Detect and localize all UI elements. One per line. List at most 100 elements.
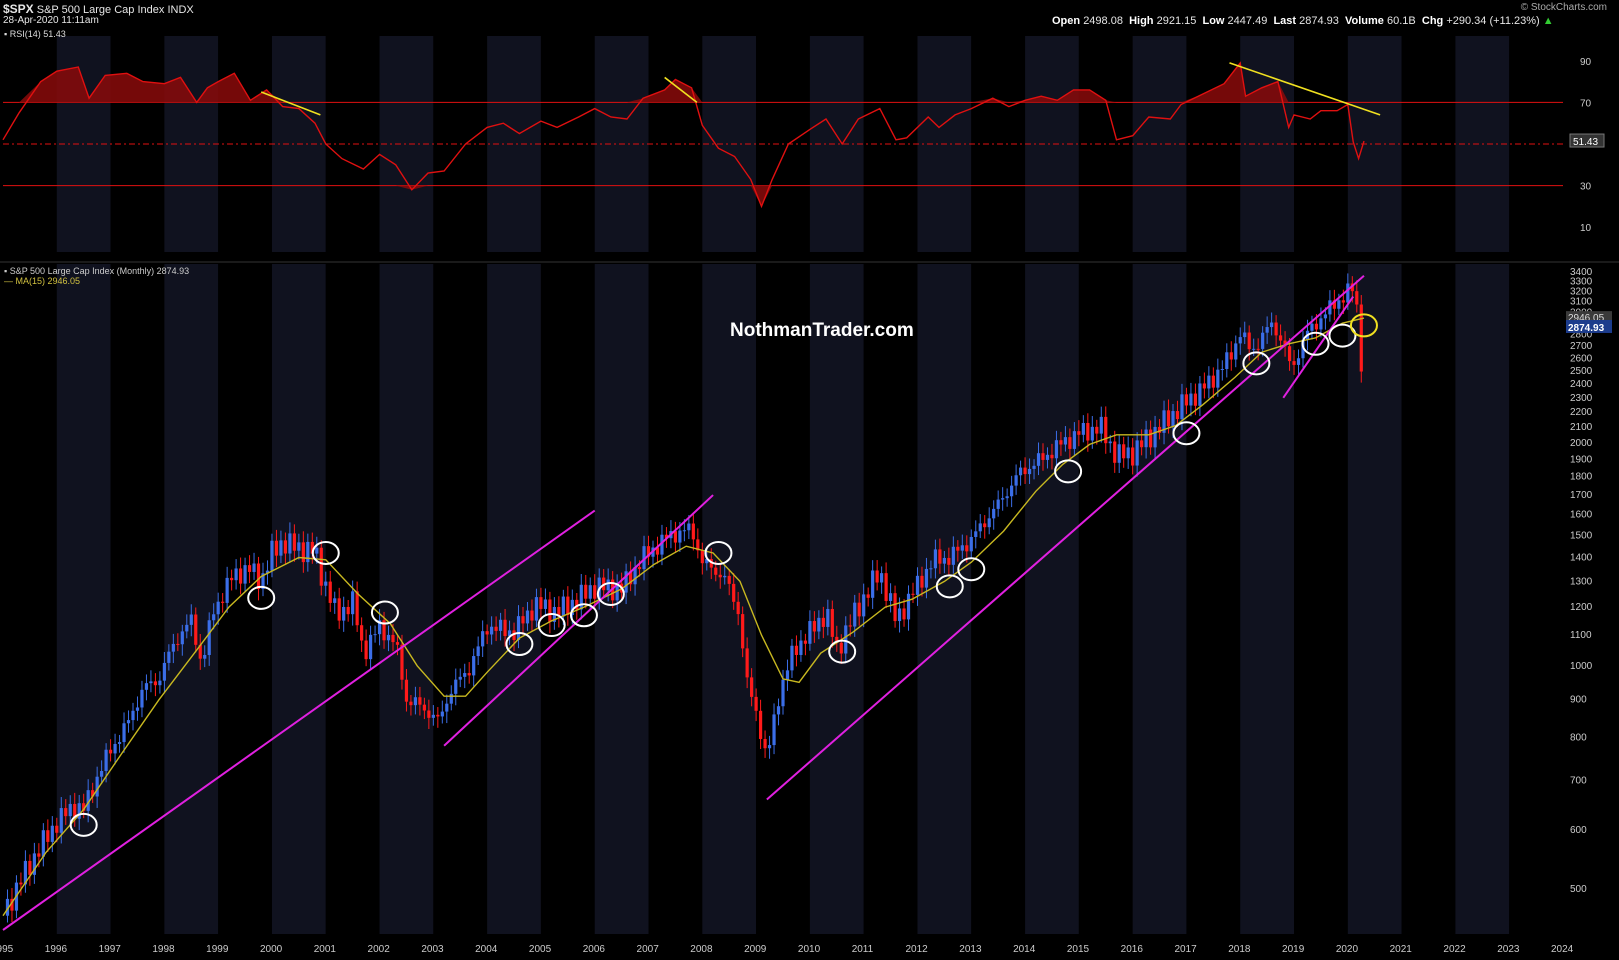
candle-body [808,621,812,644]
candle-body [1148,429,1153,448]
candle-body [745,648,749,678]
candle-body [646,546,651,557]
candle-body [288,533,292,554]
candle-body [158,680,162,686]
price-tick-label: 1900 [1570,454,1593,465]
highlight-circle [370,600,399,625]
rsi-overbought-fill [3,62,1364,103]
candle-body [1355,291,1359,305]
candle-body [64,808,68,817]
candle-body [1323,314,1328,319]
candle-body [265,570,270,574]
candle-body [938,549,942,564]
candle-body [458,676,462,680]
watermark: NothmanTrader.com [730,320,914,341]
year-band [487,264,541,934]
candle-body [230,577,234,581]
price-tick-label: 2500 [1570,366,1593,377]
year-band [56,264,111,934]
candle-body [279,540,283,556]
candle-body [951,546,955,565]
candle-body [960,545,964,551]
candle-body [615,583,619,601]
year-band [1078,264,1133,934]
candle-body [261,573,265,590]
candle-body [1131,447,1135,466]
candle-body [1010,485,1014,497]
candle-body [1005,496,1009,499]
price-tick-label: 2300 [1570,393,1593,404]
rsi-value-tag-bg [1569,133,1605,148]
candle-body [844,625,848,654]
candle-body [221,601,225,603]
year-band [1294,264,1348,934]
candle-body [445,703,449,712]
candle-body [149,681,153,684]
candle-body [1278,335,1283,341]
candle-body [252,563,256,572]
candle-body [131,710,135,721]
price-tick-label: 1500 [1570,530,1593,541]
candle-body [1296,358,1301,365]
candle-body [1126,447,1130,459]
candle-body [203,655,207,659]
candle-body [830,608,834,637]
candle-body [467,673,471,676]
candle-body [664,534,669,539]
candle-body [185,624,189,632]
candle-body [965,545,969,552]
candle-body [1099,416,1103,434]
candle-body [346,606,350,615]
candle-body [525,610,530,624]
year-tick-label: 2006 [583,944,606,955]
rsi-divergence-line [664,76,698,104]
candle-body [292,533,296,551]
candle-body [637,567,642,570]
candle-body [104,749,108,772]
last-value-tag: 2874.93 [1568,323,1605,334]
year-band [1509,264,1563,934]
candle-body [485,631,489,635]
year-tick-label: 2010 [798,944,821,955]
candle-body [301,542,305,563]
candle-body [933,549,938,569]
candle-body [1243,332,1247,338]
candle-body [463,673,467,677]
candle-body [1247,332,1251,350]
candle-body [817,617,821,632]
candle-body [270,540,274,571]
candle-body [1184,394,1189,406]
candle-body [1032,465,1036,469]
candle-body [1108,441,1112,444]
year-band [1347,264,1402,934]
year-tick-label: 1997 [99,944,122,955]
year-tick-label: 1999 [206,944,229,955]
price-tick-label: 500 [1570,884,1587,895]
year-band [379,264,434,934]
candle-body [50,825,54,842]
price-trendline [443,494,714,747]
rsi-tick-label: 70 [1580,98,1592,109]
year-tick-label: 2008 [690,944,713,955]
candle-body [705,559,709,564]
candle-body [1359,304,1363,372]
price-trendline [2,509,596,931]
candle-body [1332,300,1336,309]
candle-body [714,567,718,575]
price-tick-label: 1000 [1570,661,1593,672]
candle-body [1117,444,1121,463]
candle-body [315,547,319,554]
candle-body [758,710,763,739]
candle-body [557,606,561,617]
candle-body [1081,422,1085,435]
candle-body [1310,323,1314,331]
candle-body [628,571,633,585]
highlight-circle [1054,459,1083,484]
candle-body [73,803,77,819]
candle-body [812,621,816,632]
candle-body [46,830,50,842]
candle-body [1225,352,1229,370]
candle-body [888,593,893,601]
year-band [917,264,972,934]
year-band [1025,264,1079,934]
